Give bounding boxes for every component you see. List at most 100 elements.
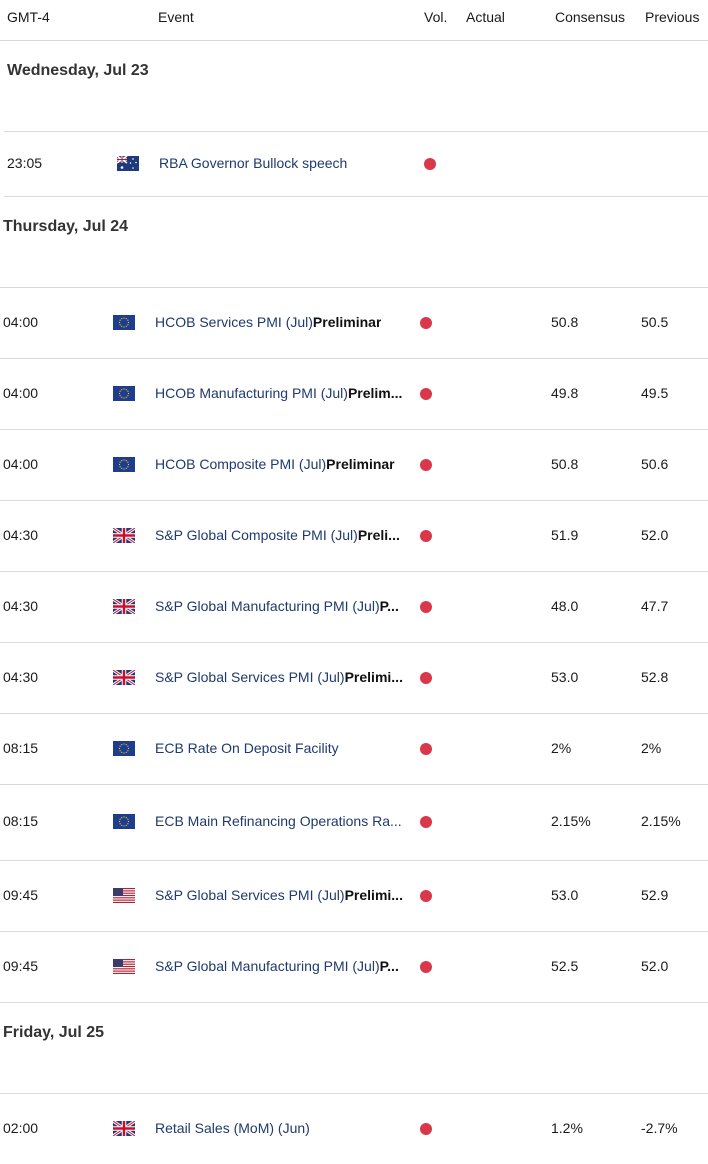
previous-value: 52.9 [641,886,669,903]
event-name-link[interactable]: HCOB Manufacturing PMI (Jul)Prelim... [155,385,402,401]
event-row[interactable]: 04:00 HCOB Manufacturing PMI (Jul)Prelim.… [0,358,708,429]
event-time: 04:00 [3,313,39,330]
event-row[interactable]: 04:00 HCOB Services PMI (Jul)Preliminar 50… [0,287,708,358]
divider [0,287,708,288]
event-name: ECB Main Refinancing Operations Ra... [155,813,402,829]
divider [4,196,708,197]
event-name-link[interactable]: HCOB Services PMI (Jul)Preliminar [155,314,381,330]
previous-value: 49.5 [641,384,669,401]
event-name-link[interactable]: Retail Sales (MoM) (Jun) [155,1120,310,1136]
previous-value: 52.8 [641,668,669,685]
event-name: HCOB Manufacturing PMI (Jul) [155,384,348,401]
event-column-header[interactable]: Event [158,9,194,25]
uk-flag-icon [112,1119,136,1137]
event-row[interactable]: 08:15 ECB Rate On Deposit Facility 2% 2% [0,713,708,784]
event-name-link[interactable]: RBA Governor Bullock speech [159,155,347,171]
high-volatility-icon [420,387,432,400]
event-status-suffix: Preliminar [326,455,395,472]
event-row[interactable]: 02:00 Retail Sales (MoM) (Jun) 1.2% -2.7% [0,1093,708,1164]
previous-value: 52.0 [641,957,669,974]
timezone-header[interactable]: GMT-4 [7,9,50,25]
divider [0,713,708,714]
high-volatility-icon [420,458,432,471]
consensus-value: 1.2% [551,1119,583,1136]
divider [0,571,708,572]
previous-value: 50.6 [641,455,669,472]
high-volatility-icon [420,960,432,973]
high-volatility-icon [420,1122,432,1135]
event-name-link[interactable]: HCOB Composite PMI (Jul)Preliminar [155,456,395,472]
event-row[interactable]: 04:00 HCOB Composite PMI (Jul)Preliminar 5… [0,429,708,500]
previous-value: 50.5 [641,313,669,330]
divider [0,500,708,501]
event-time: 04:30 [3,668,39,685]
event-row[interactable]: 09:45 S&P Global Services PMI (Jul)Prelim… [0,860,708,931]
actual-column-header[interactable]: Actual [466,9,505,25]
event-name: RBA Governor Bullock speech [159,154,348,171]
event-time: 04:30 [3,597,39,614]
us-flag-icon [113,887,135,903]
consensus-value: 49.8 [551,384,579,401]
event-name-link[interactable]: ECB Rate On Deposit Facility [155,740,339,756]
consensus-value: 52.5 [551,957,579,974]
event-name-link[interactable]: S&P Global Services PMI (Jul)Prelimi... [155,887,403,903]
event-row[interactable]: 09:45 S&P Global Manufacturing PMI (Jul)P… [0,931,708,1002]
event-time: 04:30 [3,526,39,543]
event-name: HCOB Services PMI (Jul) [155,313,313,330]
divider [0,1002,708,1003]
event-row[interactable]: 04:30 S&P Global Manufacturing PMI (Jul)P… [0,571,708,642]
us-flag-icon [113,958,135,974]
uk-flag-icon [112,668,136,686]
event-name: S&P Global Manufacturing PMI (Jul) [155,597,380,614]
event-time: 09:45 [3,886,39,903]
previous-value: 2.15% [641,813,681,829]
uk-flag-icon [112,597,136,615]
event-name-link[interactable]: ECB Main Refinancing Operations Ra... [155,813,402,829]
event-name-link[interactable]: S&P Global Composite PMI (Jul)Preli... [155,527,400,543]
eu-flag-icon [113,456,135,472]
high-volatility-icon [420,742,432,755]
previous-value: 2% [641,739,662,756]
event-row[interactable]: 23:05 RBA Governor Bullock speech [0,131,708,196]
event-status-suffix: Preli... [357,526,400,543]
event-row[interactable]: 08:15 ECB Main Refinancing Operations Ra.… [0,784,708,860]
event-name-link[interactable]: S&P Global Manufacturing PMI (Jul)P... [155,598,399,614]
divider [0,784,708,785]
eu-flag-icon [113,740,135,756]
event-time: 23:05 [7,154,43,171]
consensus-column-header[interactable]: Consensus [555,9,626,25]
high-volatility-icon [420,671,432,684]
divider [0,429,708,430]
event-name-link[interactable]: S&P Global Manufacturing PMI (Jul)P... [155,958,399,974]
event-status-suffix: P... [379,597,399,614]
day-header: Wednesday, Jul 23 [7,62,149,79]
previous-column-header[interactable]: Previous [645,9,700,25]
event-row[interactable]: 04:30 S&P Global Composite PMI (Jul)Preli… [0,500,708,571]
event-name-link[interactable]: S&P Global Services PMI (Jul)Prelimi... [155,669,403,685]
day-header: Thursday, Jul 24 [3,218,129,235]
event-name: HCOB Composite PMI (Jul) [155,455,327,472]
consensus-value: 50.8 [551,313,579,330]
event-time: 09:45 [3,957,39,974]
volatility-column-header[interactable]: Vol. [424,9,448,25]
previous-value: 47.7 [641,597,669,614]
eu-flag-icon [113,385,135,401]
previous-value: -2.7% [641,1119,678,1136]
divider [0,1093,708,1094]
event-status-suffix: Prelimi... [344,668,403,685]
consensus-value: 53.0 [551,886,579,903]
event-name: S&P Global Services PMI (Jul) [155,668,345,685]
consensus-value: 50.8 [551,455,579,472]
high-volatility-icon [420,600,432,613]
event-time: 08:15 [3,739,39,756]
event-time: 02:00 [3,1119,39,1136]
event-row[interactable]: 04:30 S&P Global Services PMI (Jul)Prelim… [0,642,708,713]
day-header: Friday, Jul 25 [3,1024,105,1041]
event-status-suffix: Prelimi... [344,886,403,903]
event-time: 08:15 [3,813,39,829]
event-name: S&P Global Composite PMI (Jul) [155,526,358,543]
high-volatility-icon [420,889,432,902]
consensus-value: 2% [551,739,572,756]
event-name: ECB Rate On Deposit Facility [155,739,339,756]
high-volatility-icon [420,529,432,542]
